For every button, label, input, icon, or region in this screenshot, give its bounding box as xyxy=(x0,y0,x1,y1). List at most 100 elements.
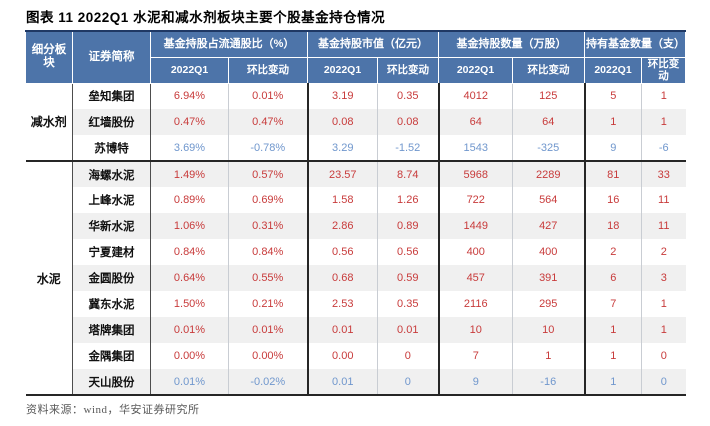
subheader-qoq-change: 环比变动 xyxy=(377,56,439,84)
header-group-pct-float: 基金持股占流通股比（%） xyxy=(150,30,308,58)
table-row: 金隅集团 0.00% 0.00% 0.00 0 7 1 1 0 xyxy=(26,343,686,369)
value-cell: 1 xyxy=(583,343,642,369)
value-cell: 0.64% xyxy=(150,265,229,291)
table-header: 细分板块 证券简称 基金持股占流通股比（%） 基金持股市值（亿元） 基金持股数量… xyxy=(25,30,686,84)
subheader-quarter: 2022Q1 xyxy=(307,56,378,84)
value-cell: -1.52 xyxy=(377,135,439,161)
header-row-sub: 2022Q1 环比变动 2022Q1 环比变动 2022Q1 环比变动 2022… xyxy=(26,56,686,84)
sector-cell: 水泥 xyxy=(25,160,73,395)
value-cell: 0.21% xyxy=(228,291,308,317)
value-cell: 1 xyxy=(641,317,686,343)
stock-name-cell: 塔牌集团 xyxy=(72,317,151,343)
stock-name-cell: 华新水泥 xyxy=(72,213,151,239)
value-cell: 3.69% xyxy=(150,135,229,161)
value-cell: 457 xyxy=(437,265,513,291)
value-cell: 1 xyxy=(512,343,585,369)
table-row: 红墙股份 0.47% 0.47% 0.08 0.08 64 64 1 1 xyxy=(26,109,686,135)
value-cell: 11 xyxy=(641,213,686,239)
header-group-share-count: 基金持股数量（万股） xyxy=(438,30,585,58)
sector-cell: 减水剂 xyxy=(25,83,73,161)
value-cell: 1449 xyxy=(437,213,513,239)
value-cell: 0.00% xyxy=(228,343,308,369)
value-cell: 1 xyxy=(641,291,686,317)
value-cell: 2.86 xyxy=(306,213,378,239)
value-cell: 9 xyxy=(583,135,642,161)
value-cell: 564 xyxy=(512,187,585,213)
value-cell: 33 xyxy=(641,160,686,187)
value-cell: 0.01% xyxy=(150,317,229,343)
holdings-table-container: 细分板块 证券简称 基金持股占流通股比（%） 基金持股市值（亿元） 基金持股数量… xyxy=(25,30,686,396)
value-cell: 0.69% xyxy=(228,187,308,213)
source-note: 资料来源：wind，华安证券研究所 xyxy=(26,404,200,416)
value-cell: 1.06% xyxy=(150,213,229,239)
stock-name-cell: 红墙股份 xyxy=(72,109,151,135)
header-sector: 细分板块 xyxy=(25,30,73,84)
value-cell: 9 xyxy=(437,369,513,395)
value-cell: 0.00% xyxy=(150,343,229,369)
value-cell: 1 xyxy=(583,109,642,135)
value-cell: 0.35 xyxy=(377,83,439,109)
value-cell: 0 xyxy=(641,343,686,369)
stock-name-cell: 垒知集团 xyxy=(88,91,135,104)
value-cell: 3 xyxy=(641,265,686,291)
value-cell: 5968 xyxy=(437,160,513,187)
value-cell: 295 xyxy=(512,291,585,317)
value-cell: 1543 xyxy=(437,135,513,161)
stock-name-cell: 海螺水泥 xyxy=(72,160,151,187)
header-stock-name: 证券简称 xyxy=(72,30,151,84)
value-cell: 8.74 xyxy=(377,160,439,187)
value-cell: 2 xyxy=(641,239,686,265)
value-cell: 1.58 xyxy=(306,187,378,213)
value-cell: 10 xyxy=(437,317,513,343)
stock-name-cell: 苏博特 xyxy=(94,142,129,155)
value-cell: 391 xyxy=(512,265,585,291)
table-row: 金圆股份 0.64% 0.55% 0.68 0.59 457 391 6 3 xyxy=(26,265,686,291)
value-cell: 0.01 xyxy=(306,369,378,395)
value-cell: 10 xyxy=(512,317,585,343)
value-cell: 0.55% xyxy=(228,265,308,291)
value-cell: 3.19 xyxy=(306,83,378,109)
value-cell: 64 xyxy=(512,109,585,135)
value-cell: 0.08 xyxy=(306,109,378,135)
value-cell: 5 xyxy=(583,83,642,109)
stock-name-cell: 上峰水泥 xyxy=(88,195,135,207)
value-cell: 0.59 xyxy=(377,265,439,291)
value-cell: 1.49% xyxy=(150,160,229,187)
value-cell: 0.57% xyxy=(228,160,308,187)
value-cell: 18 xyxy=(583,213,642,239)
value-cell: 0.47% xyxy=(228,109,308,135)
value-cell: -16 xyxy=(512,369,585,395)
value-cell: 0.56 xyxy=(306,239,378,265)
value-cell: -325 xyxy=(512,135,585,161)
value-cell: 0 xyxy=(641,369,686,395)
value-cell: 0.56 xyxy=(377,239,439,265)
value-cell: 0.00 xyxy=(306,343,378,369)
value-cell: 7 xyxy=(583,291,642,317)
value-cell: 6 xyxy=(583,265,642,291)
value-cell: 2116 xyxy=(437,291,513,317)
value-cell: 400 xyxy=(512,239,585,265)
value-cell: 722 xyxy=(437,187,513,213)
value-cell: -6 xyxy=(641,135,686,161)
value-cell: 0.35 xyxy=(377,291,439,317)
table-row: 冀东水泥 1.50% 0.21% 2.53 0.35 2116 295 7 1 xyxy=(26,291,686,317)
value-cell: 0 xyxy=(377,369,439,395)
subheader-quarter: 2022Q1 xyxy=(438,56,513,84)
stock-name-cell: 天山股份 xyxy=(72,369,151,395)
value-cell: 2 xyxy=(583,239,642,265)
value-cell: 23.57 xyxy=(306,160,378,187)
value-cell: 0.47% xyxy=(150,109,229,135)
value-cell: 0.89% xyxy=(150,187,229,213)
value-cell: 0.31% xyxy=(228,213,308,239)
value-cell: 6.94% xyxy=(150,83,229,109)
value-cell: -0.02% xyxy=(228,369,308,395)
value-cell: 1.26 xyxy=(377,187,439,213)
subheader-qoq-change: 环比变动 xyxy=(512,56,585,84)
table-row: 上峰水泥 0.89% 0.69% 1.58 1.26 722 564 16 11 xyxy=(26,187,686,213)
header-group-fund-count: 持有基金数量（支） xyxy=(584,30,686,58)
value-cell: 400 xyxy=(437,239,513,265)
holdings-table: 细分板块 证券简称 基金持股占流通股比（%） 基金持股市值（亿元） 基金持股数量… xyxy=(25,30,686,396)
value-cell: 1 xyxy=(641,109,686,135)
value-cell: 0.68 xyxy=(306,265,378,291)
